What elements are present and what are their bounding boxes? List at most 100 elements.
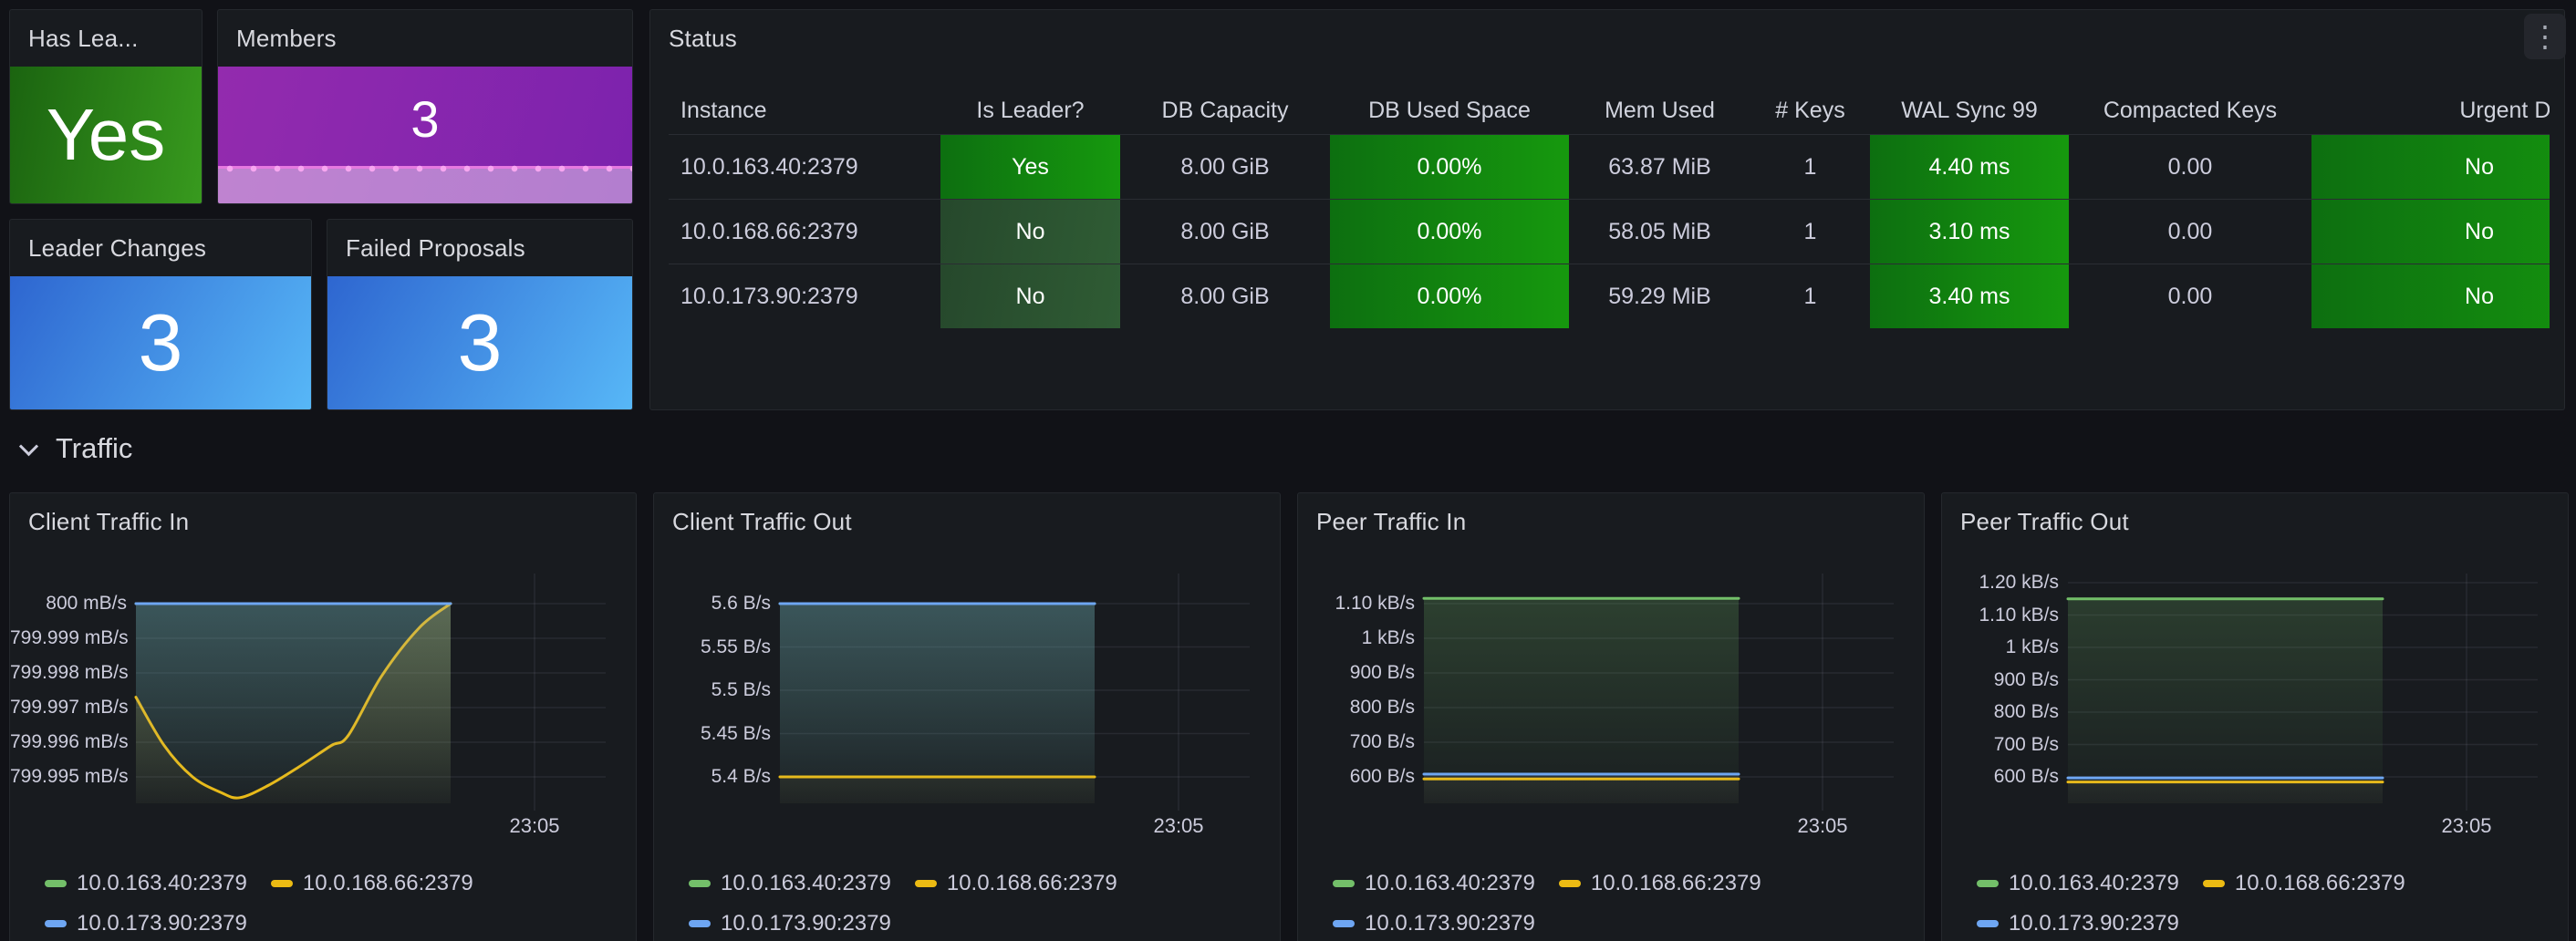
legend-label: 10.0.163.40:2379 <box>2009 871 2179 895</box>
series-fill-10.0.173.90:2379 <box>2068 778 2383 803</box>
table-cell-0-0: 10.0.163.40:2379 <box>680 153 858 180</box>
legend-item-10.0.168.66:2379[interactable]: 10.0.168.66:2379 <box>2202 871 2405 896</box>
legend-label: 10.0.168.66:2379 <box>1590 871 1761 895</box>
y-tick-label: 1 kB/s <box>2005 636 2059 657</box>
chevron-down-icon <box>18 436 39 456</box>
table-cell-2-4: 59.29 MiB <box>1608 283 1711 309</box>
chart-plot-client-traffic-in <box>134 574 606 811</box>
y-tick-label: 600 B/s <box>1993 766 2059 787</box>
column-header-0[interactable]: Instance <box>680 97 767 123</box>
y-tick-label: 700 B/s <box>1349 731 1415 752</box>
legend-marker-icon <box>45 920 67 927</box>
chart-plot-client-traffic-out <box>778 574 1250 811</box>
legend-label: 10.0.163.40:2379 <box>721 871 891 895</box>
legend-label: 10.0.173.90:2379 <box>721 911 891 936</box>
column-header-4[interactable]: Mem Used <box>1605 97 1715 123</box>
y-tick-label: 799.995 mB/s <box>10 766 129 787</box>
legend-item-10.0.163.40:2379[interactable]: 10.0.163.40:2379 <box>1333 871 1535 896</box>
leader-changes-value-area: 3 <box>10 276 311 409</box>
column-header-6[interactable]: WAL Sync 99 <box>1901 97 2038 123</box>
series-fill-10.0.163.40:2379 <box>2068 598 2383 803</box>
y-tick-label: 700 B/s <box>1993 733 2059 755</box>
y-tick-label: 1 kB/s <box>1361 627 1415 648</box>
legend-item-10.0.173.90:2379[interactable]: 10.0.173.90:2379 <box>1977 911 2179 936</box>
chart-plot-peer-traffic-in <box>1422 574 1894 811</box>
legend-row-2: 10.0.173.90:2379 <box>1977 911 2179 936</box>
table-cell-0-2: 8.00 GiB <box>1180 153 1270 180</box>
table-row: 10.0.163.40:2379 Yes 8.00 GiB 0.00% 63.87 Mi… <box>669 134 2550 199</box>
table-cell-2-8: No <box>2311 264 2550 328</box>
y-tick-label: 1.20 kB/s <box>1979 572 2059 593</box>
members-sparkline <box>218 156 632 203</box>
y-tick-label: 5.45 B/s <box>700 722 771 744</box>
column-header-8[interactable]: Urgent Defragmen <box>2459 97 2550 123</box>
legend-item-10.0.168.66:2379[interactable]: 10.0.168.66:2379 <box>914 871 1117 896</box>
table-cell-2-1: No <box>940 264 1120 328</box>
table-cell-1-2: 8.00 GiB <box>1180 218 1270 244</box>
legend-row-2: 10.0.173.90:2379 <box>1333 911 1535 936</box>
legend-row-1: 10.0.163.40:2379 10.0.168.66:2379 <box>45 871 473 896</box>
y-tick-label: 800 B/s <box>1349 697 1415 718</box>
panel-title-peer-traffic-out[interactable]: Peer Traffic Out <box>1960 508 2129 535</box>
legend-marker-icon <box>914 880 937 887</box>
table-header-row: Instance Is Leader? DB Capacity DB Used Spa… <box>669 87 2550 134</box>
legend-item-10.0.168.66:2379[interactable]: 10.0.168.66:2379 <box>270 871 473 896</box>
column-header-7[interactable]: Compacted Keys <box>2103 97 2278 123</box>
table-cell-0-8: No <box>2311 135 2550 199</box>
row-header-label: Traffic <box>56 432 133 464</box>
table-cell-2-5: 1 <box>1803 283 1817 309</box>
members-value: 3 <box>410 90 440 148</box>
column-header-2[interactable]: DB Capacity <box>1161 97 1289 123</box>
legend-row-1: 10.0.163.40:2379 10.0.168.66:2379 <box>1977 871 2405 896</box>
legend-label: 10.0.163.40:2379 <box>77 871 247 895</box>
legend-marker-icon <box>1977 920 1999 927</box>
legend-item-10.0.173.90:2379[interactable]: 10.0.173.90:2379 <box>689 911 891 936</box>
panel-title-leader-changes[interactable]: Leader Changes <box>28 234 207 262</box>
panel-title-members[interactable]: Members <box>236 25 337 52</box>
members-sparkline-points <box>218 164 632 173</box>
row-header-traffic[interactable]: Traffic <box>18 427 133 470</box>
panel-title-status[interactable]: Status <box>669 25 737 52</box>
y-tick-label: 799.999 mB/s <box>10 627 129 648</box>
legend-marker-icon <box>1977 880 1999 887</box>
table-cell-1-8: No <box>2311 200 2550 264</box>
legend-item-10.0.168.66:2379[interactable]: 10.0.168.66:2379 <box>1558 871 1761 896</box>
y-tick-label: 1.10 kB/s <box>1335 593 1415 614</box>
panel-status: Status ⋮ Instance Is Leader? DB Capacity DB… <box>649 9 2566 410</box>
table-cell-0-4: 63.87 MiB <box>1608 153 1711 180</box>
legend-label: 10.0.168.66:2379 <box>946 871 1117 895</box>
table-cell-2-7: 0.00 <box>2167 283 2213 309</box>
y-tick-label: 799.997 mB/s <box>10 697 129 718</box>
kebab-vertical-icon[interactable]: ⋮ <box>2524 14 2566 59</box>
table-cell-1-3: 0.00% <box>1330 200 1569 264</box>
series-fill-10.0.173.90:2379 <box>1424 773 1739 803</box>
panel-title-client-traffic-in[interactable]: Client Traffic In <box>28 508 190 535</box>
legend-marker-icon <box>2202 880 2225 887</box>
y-tick-label: 799.996 mB/s <box>10 731 129 752</box>
members-value-area: 3 <box>218 67 632 203</box>
panel-has-leader: Has Lea... Yes <box>9 9 203 204</box>
panel-title-failed-proposals[interactable]: Failed Proposals <box>346 234 525 262</box>
panel-title-has-leader[interactable]: Has Lea... <box>28 25 139 52</box>
legend-item-10.0.163.40:2379[interactable]: 10.0.163.40:2379 <box>689 871 891 896</box>
y-tick-label: 800 mB/s <box>46 593 127 614</box>
column-header-5[interactable]: # Keys <box>1775 97 1845 123</box>
table-cell-0-6: 4.40 ms <box>1870 135 2069 199</box>
chart-panel-client-traffic-in: Client Traffic In 800 mB/s 799.999 mB/s 799… <box>9 492 637 941</box>
legend-item-10.0.173.90:2379[interactable]: 10.0.173.90:2379 <box>45 911 247 936</box>
panel-title-client-traffic-out[interactable]: Client Traffic Out <box>672 508 852 535</box>
panel-title-peer-traffic-in[interactable]: Peer Traffic In <box>1316 508 1467 535</box>
legend-marker-icon <box>689 880 711 887</box>
table-row: 10.0.168.66:2379 No 8.00 GiB 0.00% 58.05 MiB… <box>669 199 2550 264</box>
column-header-1[interactable]: Is Leader? <box>976 97 1085 123</box>
legend-label: 10.0.173.90:2379 <box>1365 911 1535 936</box>
legend-item-10.0.173.90:2379[interactable]: 10.0.173.90:2379 <box>1333 911 1535 936</box>
legend-item-10.0.163.40:2379[interactable]: 10.0.163.40:2379 <box>1977 871 2179 896</box>
failed-proposals-value-area: 3 <box>327 276 632 409</box>
y-tick-label: 800 B/s <box>1993 701 2059 722</box>
table-row: 10.0.173.90:2379 No 8.00 GiB 0.00% 59.29 MiB… <box>669 264 2550 328</box>
legend-item-10.0.163.40:2379[interactable]: 10.0.163.40:2379 <box>45 871 247 896</box>
column-header-3[interactable]: DB Used Space <box>1368 97 1531 123</box>
legend-marker-icon <box>45 880 67 887</box>
